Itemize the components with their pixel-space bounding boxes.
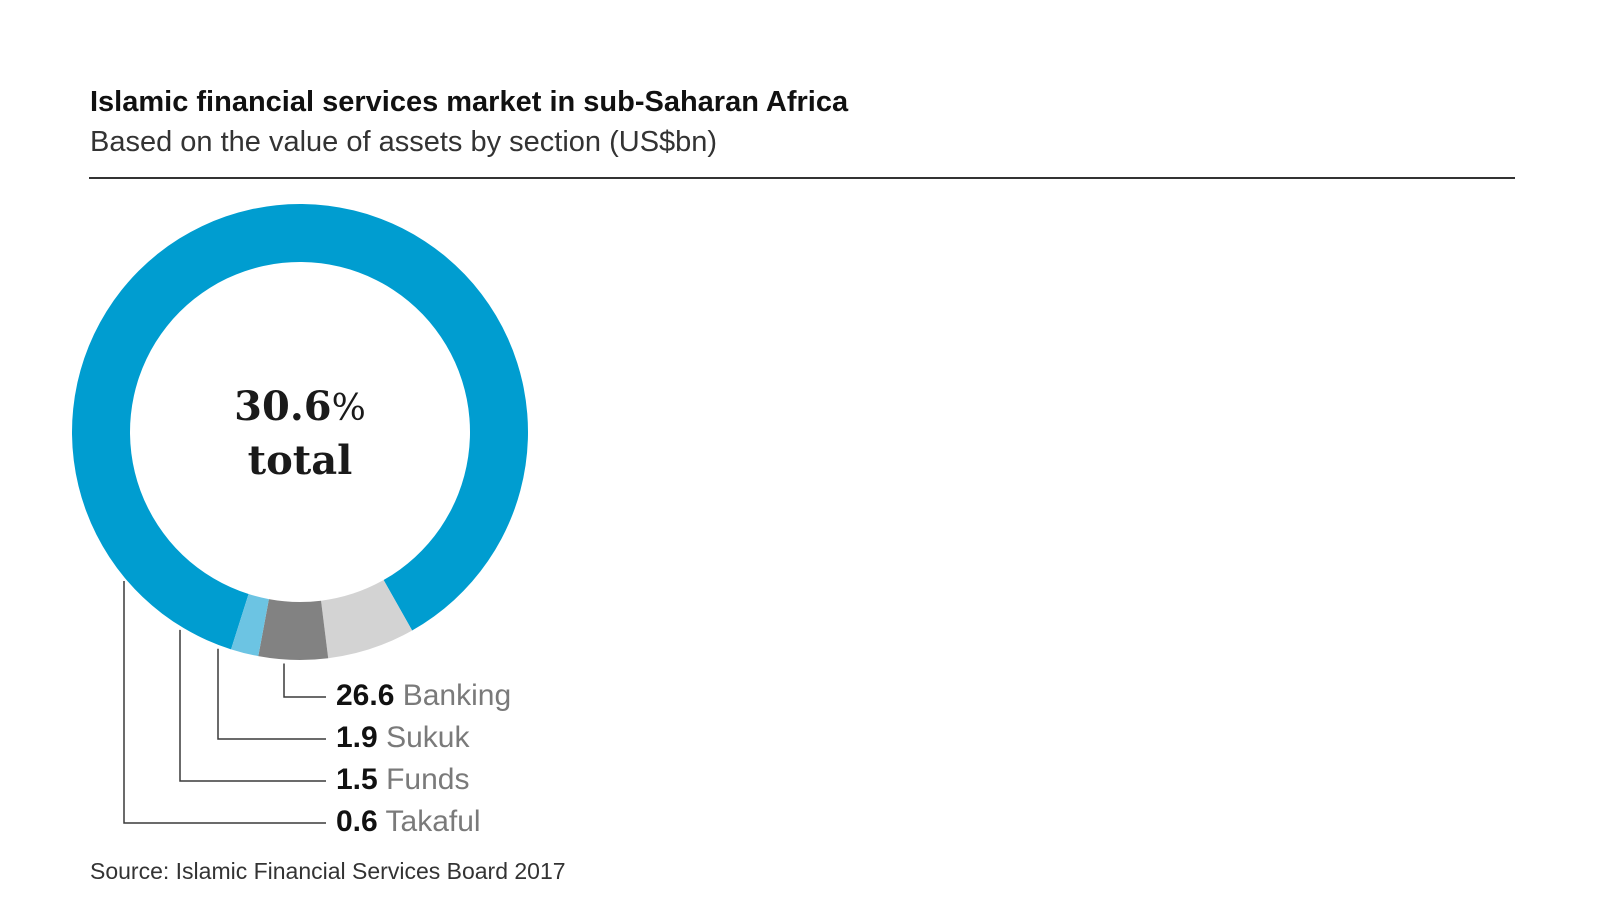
donut-center-unit: % bbox=[331, 388, 366, 429]
donut-center-total: 30.6% bbox=[0, 383, 600, 430]
leader-line-funds bbox=[179, 629, 326, 782]
chart-subtitle: Based on the value of assets by section … bbox=[90, 126, 718, 158]
donut-center-value: 30.6 bbox=[234, 383, 332, 430]
legend-item-sukuk: 1.9 Sukuk bbox=[336, 720, 469, 756]
legend-item-funds: 1.5 Funds bbox=[336, 762, 469, 798]
legend-value: 0.6 bbox=[336, 805, 378, 838]
donut-slice-funds bbox=[258, 599, 329, 660]
donut-slice-sukuk bbox=[321, 580, 413, 659]
legend-label: Sukuk bbox=[386, 721, 470, 754]
chart-title: Islamic financial services market in sub… bbox=[90, 86, 849, 118]
legend-value: 1.5 bbox=[336, 763, 378, 796]
leader-line-sukuk bbox=[217, 648, 326, 740]
legend-label: Takaful bbox=[385, 805, 481, 838]
donut-slice-takaful bbox=[231, 594, 269, 657]
leader-line-banking bbox=[283, 663, 326, 698]
legend-label: Funds bbox=[386, 763, 470, 796]
title-divider bbox=[89, 177, 1515, 179]
legend-label: Banking bbox=[402, 679, 512, 712]
leader-line-takaful bbox=[123, 580, 326, 824]
legend-item-takaful: 0.6 Takaful bbox=[336, 804, 481, 840]
legend-value: 1.9 bbox=[336, 721, 378, 754]
donut-center-label: total bbox=[247, 437, 353, 484]
legend-value: 26.6 bbox=[336, 679, 395, 712]
legend-item-banking: 26.6 Banking bbox=[336, 678, 511, 714]
source-note: Source: Islamic Financial Services Board… bbox=[90, 858, 566, 884]
